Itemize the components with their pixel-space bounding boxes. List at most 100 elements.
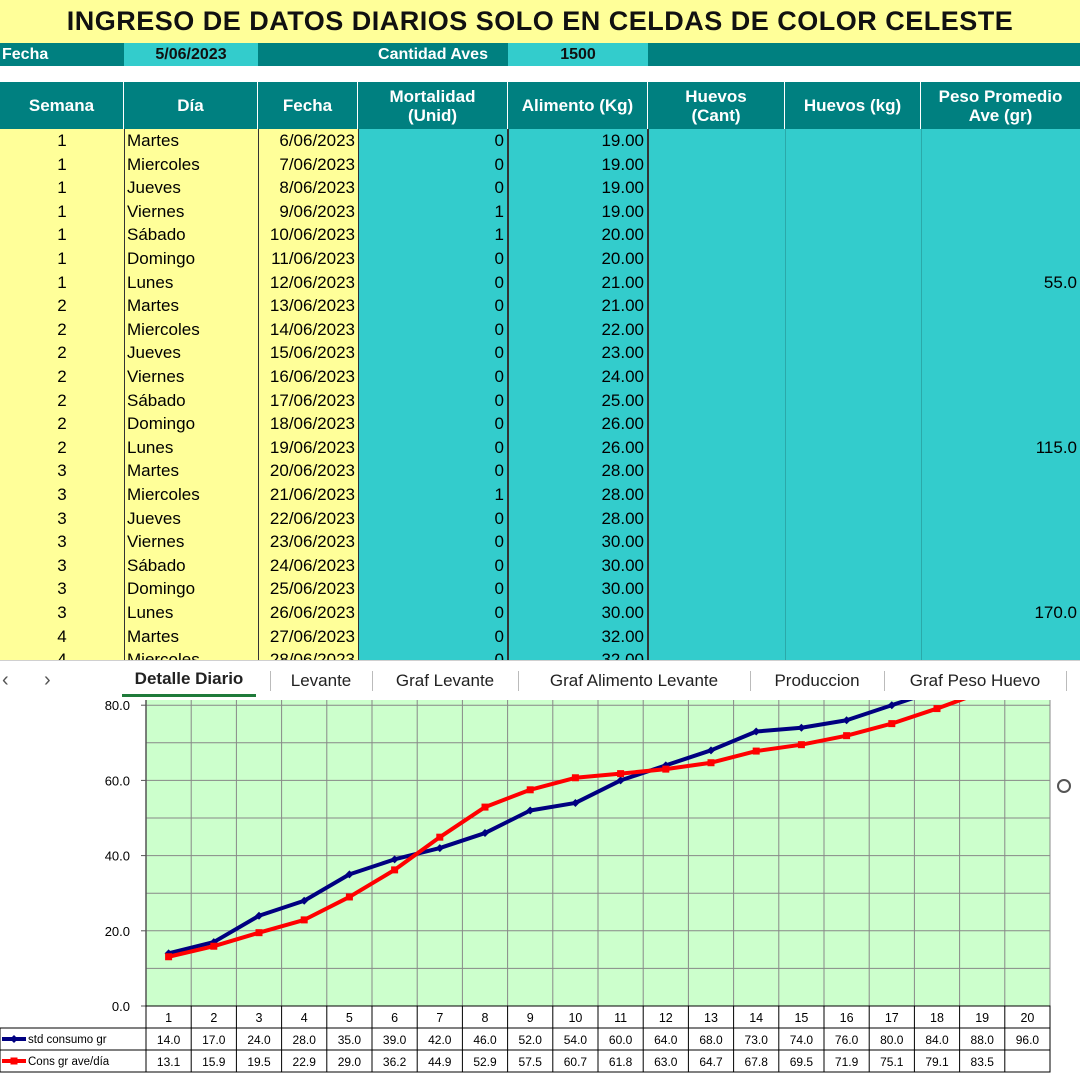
cell-alimento[interactable]: 32.00 xyxy=(508,624,648,649)
cell-mortalidad[interactable]: 0 xyxy=(358,459,508,483)
cell-huevos-kg[interactable] xyxy=(785,365,921,389)
cell-huevos-cant[interactable] xyxy=(648,294,785,318)
scroll-handle[interactable] xyxy=(1057,779,1071,793)
cell-alimento[interactable]: 30.00 xyxy=(508,577,648,601)
cell-peso[interactable] xyxy=(921,648,1080,660)
chevron-left-icon[interactable]: ‹ xyxy=(2,669,9,691)
cell-alimento[interactable]: 23.00 xyxy=(508,341,648,365)
cell-huevos-cant[interactable] xyxy=(648,341,785,365)
cell-mortalidad[interactable]: 0 xyxy=(358,294,508,318)
cantidad-aves-value-cell[interactable]: 1500 xyxy=(508,43,648,66)
cell-mortalidad[interactable]: 1 xyxy=(358,483,508,507)
cell-mortalidad[interactable]: 0 xyxy=(358,530,508,554)
cell-alimento[interactable]: 19.00 xyxy=(508,176,648,200)
cell-huevos-kg[interactable] xyxy=(785,577,921,601)
cell-alimento[interactable]: 21.00 xyxy=(508,270,648,295)
tab-produccion[interactable]: Produccion xyxy=(774,671,860,690)
cell-peso[interactable] xyxy=(921,554,1080,578)
cell-peso[interactable] xyxy=(921,294,1080,318)
cell-alimento[interactable]: 19.00 xyxy=(508,152,648,177)
cell-peso[interactable] xyxy=(921,223,1080,247)
cell-huevos-cant[interactable] xyxy=(648,625,785,649)
cell-mortalidad[interactable]: 0 xyxy=(358,624,508,649)
cell-huevos-kg[interactable] xyxy=(785,129,921,153)
cell-huevos-kg[interactable] xyxy=(785,389,921,413)
cell-alimento[interactable]: 22.00 xyxy=(508,317,648,342)
cell-alimento[interactable]: 26.00 xyxy=(508,435,648,460)
cell-alimento[interactable]: 30.00 xyxy=(508,553,648,578)
cell-huevos-kg[interactable] xyxy=(785,554,921,578)
tab-graf-alimento-levante[interactable]: Graf Alimento Levante xyxy=(549,671,719,690)
cell-huevos-kg[interactable] xyxy=(785,436,921,460)
cell-mortalidad[interactable]: 0 xyxy=(358,648,508,660)
cell-huevos-cant[interactable] xyxy=(648,530,785,554)
cell-huevos-cant[interactable] xyxy=(648,483,785,507)
cell-peso[interactable]: 170.0 xyxy=(1034,603,1077,622)
fecha-value-cell[interactable]: 5/06/2023 xyxy=(124,43,258,66)
cell-huevos-cant[interactable] xyxy=(648,271,785,295)
tab-detalle-diario[interactable]: Detalle Diario xyxy=(122,661,256,697)
cell-huevos-kg[interactable] xyxy=(785,176,921,200)
cell-mortalidad[interactable]: 0 xyxy=(358,365,508,389)
cell-huevos-cant[interactable] xyxy=(648,389,785,413)
cell-alimento[interactable]: 28.00 xyxy=(508,483,648,507)
cell-peso[interactable] xyxy=(921,389,1080,413)
cell-peso[interactable] xyxy=(921,129,1080,153)
cell-peso[interactable]: 55.0 xyxy=(1043,272,1077,292)
cell-mortalidad[interactable]: 0 xyxy=(358,577,508,601)
cell-huevos-cant[interactable] xyxy=(648,318,785,342)
cell-huevos-cant[interactable] xyxy=(648,459,785,483)
cell-peso[interactable] xyxy=(921,530,1080,554)
cell-huevos-kg[interactable] xyxy=(785,200,921,224)
cell-huevos-cant[interactable] xyxy=(648,129,785,153)
cell-huevos-kg[interactable] xyxy=(785,247,921,271)
cell-huevos-kg[interactable] xyxy=(785,601,921,625)
cell-peso[interactable] xyxy=(921,247,1080,271)
cell-huevos-cant[interactable] xyxy=(648,153,785,177)
cell-peso[interactable] xyxy=(921,341,1080,365)
cell-mortalidad[interactable]: 0 xyxy=(358,412,508,436)
cell-peso[interactable] xyxy=(921,200,1080,224)
cell-mortalidad[interactable]: 0 xyxy=(358,506,508,531)
cell-alimento[interactable]: 28.00 xyxy=(508,506,648,531)
cell-huevos-cant[interactable] xyxy=(648,247,785,271)
cell-huevos-cant[interactable] xyxy=(648,412,785,436)
cell-mortalidad[interactable]: 0 xyxy=(358,317,508,342)
cell-huevos-kg[interactable] xyxy=(785,412,921,436)
cell-huevos-cant[interactable] xyxy=(648,601,785,625)
tab-graf-peso-huevo[interactable]: Graf Peso Huevo xyxy=(909,671,1041,690)
cell-alimento[interactable]: 20.00 xyxy=(508,223,648,247)
cell-peso[interactable] xyxy=(921,459,1080,483)
cell-mortalidad[interactable]: 0 xyxy=(358,435,508,460)
cell-mortalidad[interactable]: 0 xyxy=(358,247,508,271)
cell-huevos-cant[interactable] xyxy=(648,365,785,389)
cell-huevos-kg[interactable] xyxy=(785,294,921,318)
cell-huevos-kg[interactable] xyxy=(785,271,921,295)
cell-huevos-kg[interactable] xyxy=(785,648,921,660)
cell-alimento[interactable]: 20.00 xyxy=(508,247,648,271)
cell-huevos-cant[interactable] xyxy=(648,554,785,578)
cell-mortalidad[interactable]: 0 xyxy=(358,601,508,625)
cell-mortalidad[interactable]: 0 xyxy=(358,176,508,200)
cell-huevos-cant[interactable] xyxy=(648,436,785,460)
cell-alimento[interactable]: 30.00 xyxy=(508,530,648,554)
cell-peso[interactable] xyxy=(921,483,1080,507)
chevron-right-icon[interactable]: › xyxy=(44,669,51,691)
cell-huevos-cant[interactable] xyxy=(648,577,785,601)
cell-alimento[interactable]: 25.00 xyxy=(508,388,648,413)
cell-huevos-cant[interactable] xyxy=(648,200,785,224)
cell-peso[interactable] xyxy=(921,318,1080,342)
cell-mortalidad[interactable]: 0 xyxy=(358,388,508,413)
cell-huevos-kg[interactable] xyxy=(785,483,921,507)
cell-huevos-kg[interactable] xyxy=(785,318,921,342)
cell-alimento[interactable]: 28.00 xyxy=(508,459,648,483)
cell-peso[interactable] xyxy=(921,577,1080,601)
cell-peso[interactable] xyxy=(921,412,1080,436)
cell-alimento[interactable]: 21.00 xyxy=(508,294,648,318)
cell-alimento[interactable]: 19.00 xyxy=(508,129,648,153)
cell-huevos-cant[interactable] xyxy=(648,648,785,660)
cell-mortalidad[interactable]: 0 xyxy=(358,341,508,365)
cell-huevos-kg[interactable] xyxy=(785,153,921,177)
cell-mortalidad[interactable]: 1 xyxy=(358,223,508,247)
cell-mortalidad[interactable]: 0 xyxy=(358,270,508,295)
